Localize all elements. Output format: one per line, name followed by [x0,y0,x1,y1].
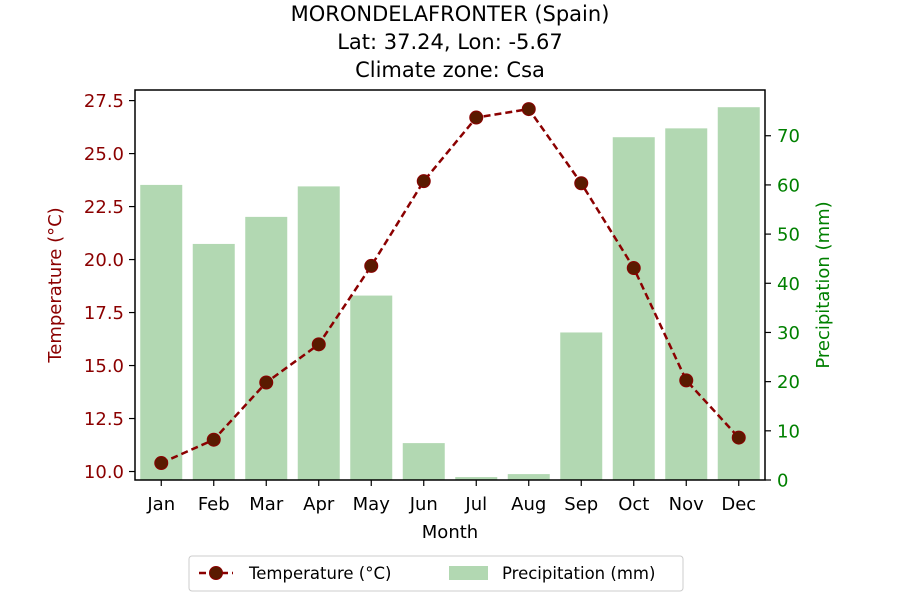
precipitation-axis: 0 10 20 30 40 50 60 70 [765,126,800,492]
legend-precipitation-label: Precipitation (mm) [502,564,655,583]
plot-frame [134,89,766,481]
left-tick-label: 20.0 [84,250,124,271]
left-tick-label: 12.5 [84,409,124,430]
left-tick-label: 10.0 [84,462,124,483]
precipitation-bar-sep [560,332,603,480]
left-tick-label: 25.0 [84,144,124,165]
x-tick-label: Feb [198,494,230,515]
left-tick-label: 15.0 [84,356,124,377]
x-tick-label: Dec [721,494,756,515]
month-axis: Jan Feb Mar Apr May Jun Jul Aug Sep Oct Nov Dec [146,480,756,515]
x-tick-label: Jan [146,494,175,515]
y-axis-label-right: Precipitation (mm) [813,201,834,368]
right-tick-label: 0 [777,471,788,492]
precipitation-bar-may [350,295,393,480]
temperature-point-nov [679,373,694,388]
temperature-point-jan [154,456,169,471]
precipitation-bar-mar [245,216,288,480]
temperature-point-apr [311,337,326,352]
y-axis-label-left: Temperature (°C) [45,207,66,363]
precipitation-bar-jun [402,443,445,480]
temperature-point-mar [259,375,274,390]
precipitation-bar-dec [717,107,760,481]
chart-title-line-1: MORONDELAFRONTER (Spain) [291,2,610,26]
legend-precipitation-swatch-icon [449,566,488,580]
temperature-point-oct [626,261,641,276]
left-tick-label: 27.5 [84,91,124,112]
right-tick-label: 30 [777,323,800,344]
left-tick-label: 17.5 [84,303,124,324]
precipitation-bar-aug [507,474,550,480]
right-tick-label: 40 [777,274,800,295]
x-tick-label: Nov [669,494,704,515]
x-tick-label: Apr [303,494,335,515]
temperature-point-jul [469,110,484,125]
temperature-line [154,102,746,471]
temperature-point-may [364,258,379,273]
temperature-axis: 10.0 12.5 15.0 17.5 20.0 22.5 25.0 27.5 [84,91,135,483]
x-tick-label: Jul [464,494,487,515]
chart-title: MORONDELAFRONTER (Spain) Lat: 37.24, Lon… [291,2,610,82]
x-tick-label: Sep [564,494,598,515]
right-tick-label: 70 [777,126,800,147]
right-tick-label: 10 [777,421,800,442]
temperature-point-jun [416,174,431,189]
precipitation-bar-jan [140,184,183,480]
left-tick-label: 22.5 [84,197,124,218]
legend-frame [188,555,684,592]
right-tick-label: 60 [777,175,800,196]
right-tick-label: 20 [777,372,800,393]
precipitation-bar-nov [665,128,708,480]
temperature-series-line [160,107,740,465]
precipitation-bar-apr [297,186,340,481]
precipitation-bar-oct [612,137,655,480]
chart-title-line-3: Climate zone: Csa [355,58,545,82]
legend-temperature-marker-icon [209,566,223,580]
x-axis-label: Month [422,522,478,543]
temperature-point-aug [521,102,536,117]
right-tick-label: 50 [777,225,800,246]
x-tick-label: Oct [618,494,649,515]
temperature-point-dec [731,430,746,445]
chart-legend: Temperature (°C) Precipitation (mm) [188,555,684,592]
legend-temperature-label: Temperature (°C) [248,564,391,583]
x-tick-label: Jun [409,494,438,515]
temperature-point-sep [574,176,589,191]
temperature-point-feb [206,432,221,447]
precipitation-bars [140,107,760,481]
x-tick-label: Mar [249,494,284,515]
x-tick-label: May [353,494,391,515]
x-tick-label: Aug [511,494,546,515]
chart-title-line-2: Lat: 37.24, Lon: -5.67 [337,30,563,54]
precipitation-bar-jul [455,477,498,480]
